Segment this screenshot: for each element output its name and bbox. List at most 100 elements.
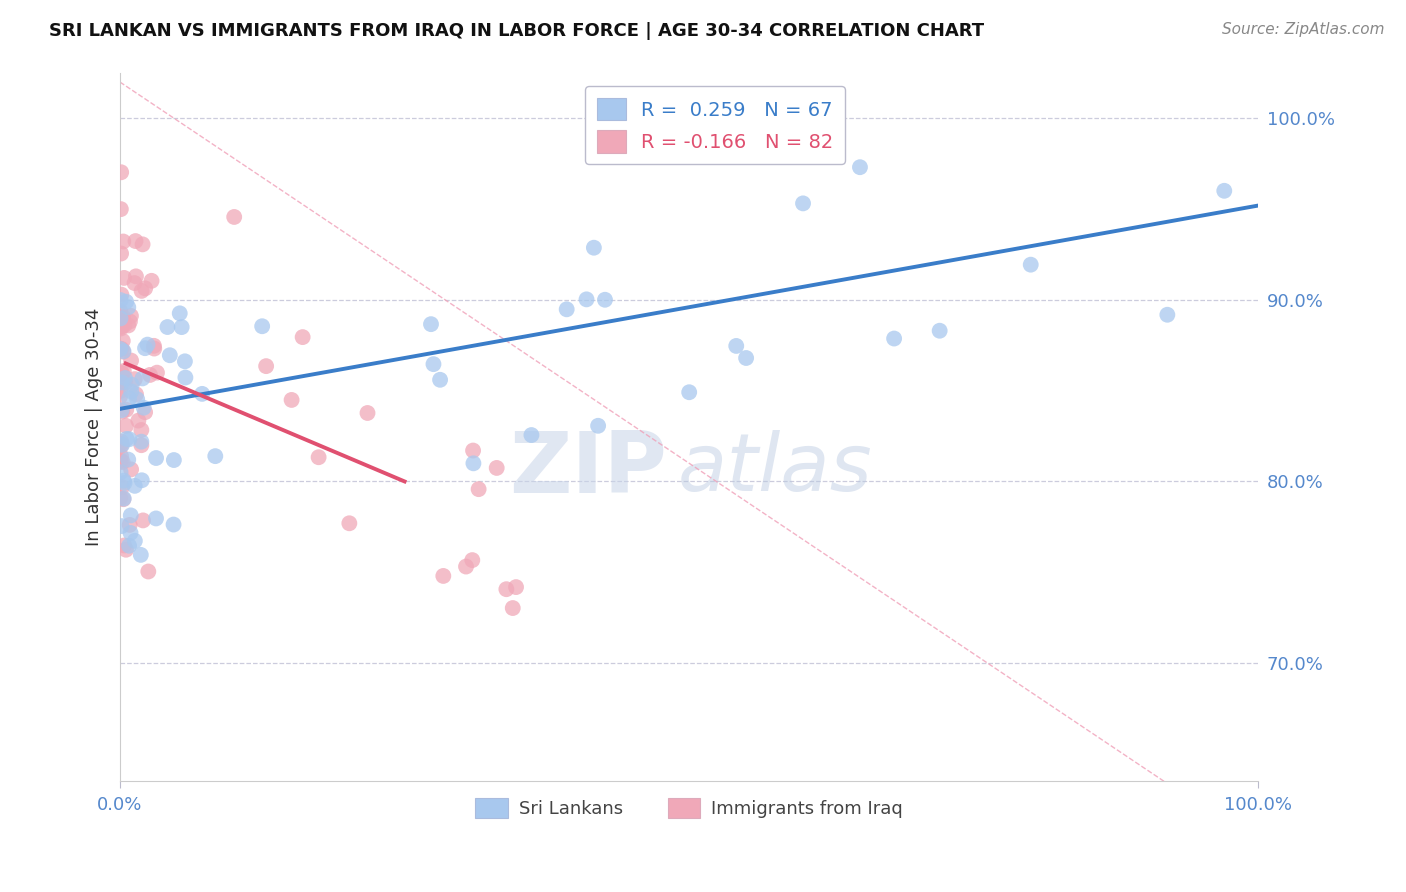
- Point: [111, 314, 134, 328]
- Point: [125, 269, 148, 284]
- Point: [108, 320, 131, 334]
- Point: [111, 480, 134, 494]
- Point: [163, 453, 186, 467]
- Legend: Sri Lankans, Immigrants from Iraq: Sri Lankans, Immigrants from Iraq: [468, 790, 910, 825]
- Point: [110, 321, 132, 335]
- Point: [134, 281, 156, 295]
- Point: [555, 302, 578, 317]
- Point: [792, 196, 814, 211]
- Point: [131, 434, 153, 449]
- Point: [131, 371, 153, 385]
- Point: [118, 392, 141, 406]
- Point: [118, 517, 141, 532]
- Point: [131, 438, 153, 452]
- Text: Source: ZipAtlas.com: Source: ZipAtlas.com: [1222, 22, 1385, 37]
- Point: [593, 293, 616, 307]
- Point: [461, 443, 484, 458]
- Point: [108, 342, 131, 356]
- Point: [485, 461, 508, 475]
- Point: [124, 533, 146, 548]
- Point: [110, 375, 132, 389]
- Point: [454, 559, 477, 574]
- Text: SRI LANKAN VS IMMIGRANTS FROM IRAQ IN LABOR FORCE | AGE 30-34 CORRELATION CHART: SRI LANKAN VS IMMIGRANTS FROM IRAQ IN LA…: [49, 22, 984, 40]
- Point: [112, 474, 135, 488]
- Point: [575, 293, 598, 307]
- Point: [112, 491, 135, 506]
- Point: [110, 491, 132, 505]
- Point: [118, 539, 141, 553]
- Point: [495, 582, 517, 597]
- Point: [429, 373, 451, 387]
- Point: [108, 342, 131, 356]
- Point: [586, 418, 609, 433]
- Point: [127, 414, 149, 428]
- Point: [110, 342, 132, 356]
- Point: [110, 434, 132, 449]
- Point: [136, 337, 159, 351]
- Point: [115, 418, 138, 433]
- Point: [110, 366, 132, 380]
- Point: [114, 318, 136, 332]
- Point: [162, 517, 184, 532]
- Point: [112, 271, 135, 285]
- Point: [142, 339, 165, 353]
- Point: [134, 341, 156, 355]
- Point: [124, 276, 146, 290]
- Point: [127, 392, 149, 407]
- Point: [308, 450, 330, 465]
- Point: [131, 237, 153, 252]
- Point: [422, 357, 444, 371]
- Point: [111, 438, 134, 452]
- Point: [141, 274, 163, 288]
- Point: [136, 565, 159, 579]
- Point: [110, 453, 132, 467]
- Point: [110, 439, 132, 453]
- Point: [139, 368, 162, 382]
- Point: [112, 539, 135, 553]
- Point: [110, 293, 132, 307]
- Point: [145, 450, 167, 465]
- Point: [110, 465, 132, 479]
- Point: [108, 310, 131, 325]
- Point: [120, 508, 142, 523]
- Point: [337, 516, 360, 531]
- Point: [678, 385, 700, 400]
- Point: [110, 376, 132, 390]
- Point: [117, 318, 139, 333]
- Point: [143, 342, 166, 356]
- Point: [112, 364, 135, 378]
- Point: [883, 332, 905, 346]
- Point: [110, 246, 132, 260]
- Point: [145, 511, 167, 525]
- Point: [1156, 308, 1178, 322]
- Point: [849, 160, 872, 174]
- Point: [254, 359, 277, 373]
- Point: [115, 542, 138, 557]
- Point: [280, 392, 302, 407]
- Point: [108, 390, 131, 404]
- Point: [131, 473, 153, 487]
- Point: [291, 330, 314, 344]
- Point: [124, 479, 146, 493]
- Point: [502, 601, 524, 615]
- Point: [115, 432, 138, 446]
- Point: [250, 319, 273, 334]
- Point: [170, 320, 193, 334]
- Point: [111, 455, 134, 469]
- Point: [174, 354, 197, 368]
- Text: atlas: atlas: [678, 431, 873, 508]
- Point: [112, 492, 135, 507]
- Point: [111, 404, 134, 418]
- Point: [120, 384, 142, 399]
- Point: [114, 371, 136, 385]
- Point: [134, 405, 156, 419]
- Point: [191, 387, 214, 401]
- Point: [124, 372, 146, 386]
- Point: [110, 519, 132, 533]
- Point: [356, 406, 378, 420]
- Point: [725, 339, 748, 353]
- Point: [463, 456, 485, 470]
- Point: [120, 353, 142, 368]
- Point: [118, 314, 141, 328]
- Point: [110, 384, 132, 398]
